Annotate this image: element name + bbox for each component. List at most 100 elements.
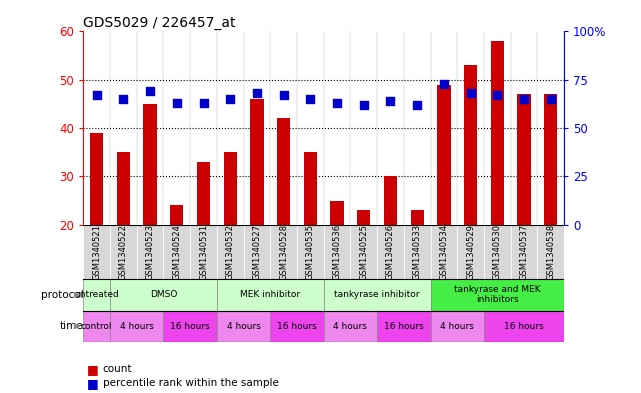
- Bar: [304, 152, 317, 225]
- Bar: [431, 279, 564, 310]
- Bar: [83, 279, 110, 310]
- Text: GSM1340526: GSM1340526: [386, 224, 395, 280]
- Point: [465, 90, 476, 96]
- Point: [545, 96, 556, 102]
- Text: GSM1340538: GSM1340538: [546, 224, 555, 280]
- Point: [385, 98, 395, 104]
- Point: [145, 88, 155, 94]
- Bar: [250, 99, 263, 225]
- Bar: [277, 118, 290, 225]
- Text: count: count: [103, 364, 132, 375]
- Bar: [484, 310, 564, 342]
- Point: [92, 92, 102, 98]
- Text: time: time: [60, 321, 83, 331]
- Point: [172, 100, 182, 106]
- Point: [252, 90, 262, 96]
- Text: GSM1340534: GSM1340534: [439, 224, 449, 280]
- Text: GSM1340523: GSM1340523: [146, 224, 154, 280]
- Bar: [330, 200, 344, 225]
- Bar: [170, 206, 183, 225]
- Bar: [271, 225, 297, 279]
- Bar: [144, 104, 157, 225]
- Text: tankyrase and MEK
inhibitors: tankyrase and MEK inhibitors: [454, 285, 540, 305]
- Bar: [410, 210, 424, 225]
- Text: GSM1340531: GSM1340531: [199, 224, 208, 280]
- Text: control: control: [81, 322, 112, 331]
- Bar: [137, 225, 163, 279]
- Bar: [484, 225, 511, 279]
- Point: [305, 96, 315, 102]
- Point: [439, 81, 449, 87]
- Text: 16 hours: 16 hours: [171, 322, 210, 331]
- Text: MEK inhibitor: MEK inhibitor: [240, 290, 301, 299]
- Text: GSM1340525: GSM1340525: [359, 224, 369, 280]
- Text: 16 hours: 16 hours: [277, 322, 317, 331]
- Text: GSM1340537: GSM1340537: [519, 224, 529, 280]
- Bar: [437, 84, 451, 225]
- Point: [519, 96, 529, 102]
- Text: percentile rank within the sample: percentile rank within the sample: [103, 378, 278, 388]
- Point: [279, 92, 289, 98]
- Bar: [197, 162, 210, 225]
- Bar: [297, 225, 324, 279]
- Bar: [110, 310, 163, 342]
- Text: GSM1340522: GSM1340522: [119, 224, 128, 280]
- Bar: [110, 279, 217, 310]
- Bar: [83, 225, 110, 279]
- Bar: [163, 225, 190, 279]
- Bar: [404, 225, 431, 279]
- Text: GSM1340529: GSM1340529: [466, 224, 475, 280]
- Point: [332, 100, 342, 106]
- Text: ■: ■: [87, 376, 98, 390]
- Bar: [357, 210, 370, 225]
- Bar: [83, 310, 110, 342]
- Text: GSM1340533: GSM1340533: [413, 224, 422, 280]
- Bar: [324, 225, 351, 279]
- Text: 4 hours: 4 hours: [440, 322, 474, 331]
- Text: untreated: untreated: [74, 290, 119, 299]
- Bar: [544, 94, 558, 225]
- Bar: [324, 279, 431, 310]
- Text: GDS5029 / 226457_at: GDS5029 / 226457_at: [83, 17, 236, 30]
- Bar: [244, 225, 271, 279]
- Text: 16 hours: 16 hours: [504, 322, 544, 331]
- Text: tankyrase inhibitor: tankyrase inhibitor: [335, 290, 420, 299]
- Text: 4 hours: 4 hours: [227, 322, 260, 331]
- Text: ■: ■: [87, 363, 98, 376]
- Bar: [464, 65, 478, 225]
- Text: GSM1340524: GSM1340524: [172, 224, 181, 280]
- Text: 16 hours: 16 hours: [384, 322, 424, 331]
- Bar: [110, 225, 137, 279]
- Text: GSM1340527: GSM1340527: [253, 224, 262, 280]
- Bar: [431, 310, 484, 342]
- Point: [119, 96, 129, 102]
- Bar: [217, 279, 324, 310]
- Point: [225, 96, 235, 102]
- Point: [199, 100, 209, 106]
- Bar: [217, 225, 244, 279]
- Bar: [224, 152, 237, 225]
- Bar: [537, 225, 564, 279]
- Point: [492, 92, 503, 98]
- Bar: [511, 225, 537, 279]
- Text: GSM1340532: GSM1340532: [226, 224, 235, 280]
- Bar: [517, 94, 531, 225]
- Text: DMSO: DMSO: [150, 290, 177, 299]
- Bar: [190, 225, 217, 279]
- Text: 4 hours: 4 hours: [120, 322, 154, 331]
- Bar: [117, 152, 130, 225]
- Text: protocol: protocol: [40, 290, 83, 300]
- Text: GSM1340528: GSM1340528: [279, 224, 288, 280]
- Point: [412, 102, 422, 108]
- Text: GSM1340530: GSM1340530: [493, 224, 502, 280]
- Bar: [490, 41, 504, 225]
- Bar: [217, 310, 271, 342]
- Text: 4 hours: 4 hours: [333, 322, 367, 331]
- Bar: [90, 133, 103, 225]
- Bar: [457, 225, 484, 279]
- Bar: [271, 310, 324, 342]
- Bar: [351, 225, 377, 279]
- Text: GSM1340535: GSM1340535: [306, 224, 315, 280]
- Bar: [324, 310, 377, 342]
- Text: GSM1340536: GSM1340536: [333, 224, 342, 280]
